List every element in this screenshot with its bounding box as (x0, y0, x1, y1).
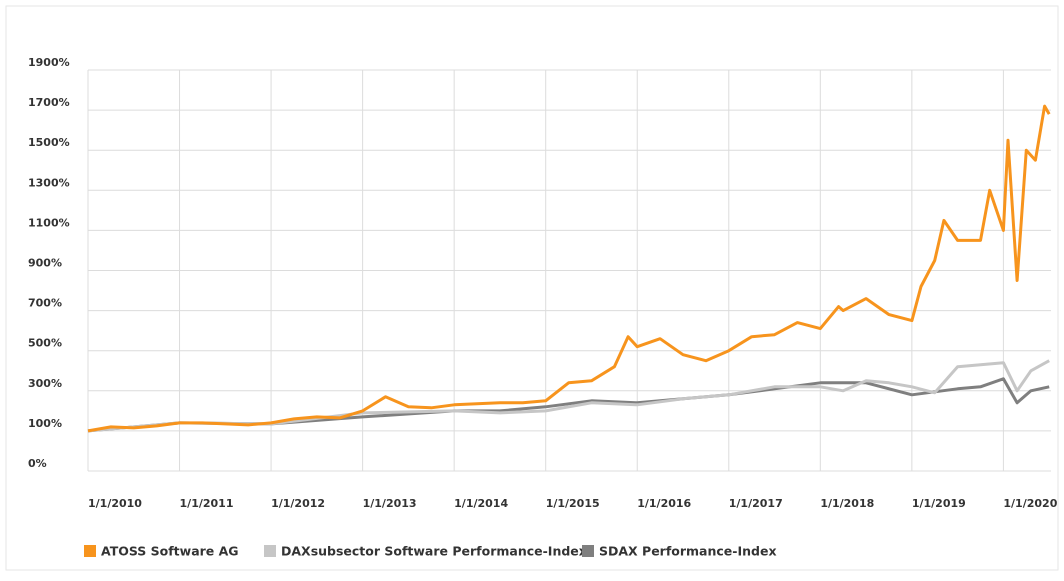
y-tick-label: 0% (28, 457, 47, 470)
x-tick-label: 1/1/2011 (180, 497, 234, 510)
x-tick-label: 1/1/2018 (820, 497, 874, 510)
x-tick-label: 1/1/2017 (729, 497, 783, 510)
series-line (87, 359, 1050, 433)
x-tick-label: 1/1/2013 (363, 497, 417, 510)
frame (5, 5, 1059, 571)
y-tick-label: 500% (28, 337, 62, 350)
legend-swatch (84, 545, 96, 557)
y-tick-label: 100% (28, 417, 62, 430)
y-tick-label: 1100% (28, 216, 70, 229)
y-tick-label: 1500% (28, 136, 70, 149)
x-tick-label: 1/1/2015 (546, 497, 600, 510)
x-tick-label: 1/1/2019 (912, 497, 966, 510)
y-tick-label: 700% (28, 297, 62, 310)
y-tick-label: 1900% (28, 56, 70, 69)
y-tick-label: 1700% (28, 96, 70, 109)
x-tick-label: 1/1/2020 (1003, 497, 1057, 510)
legend-label: DAXsubsector Software Performance-Index (281, 544, 587, 559)
x-tick-label: 1/1/2010 (88, 497, 142, 510)
legend-swatch (264, 545, 276, 557)
legend-swatch (582, 545, 594, 557)
y-tick-label: 900% (28, 257, 62, 270)
legend-label: SDAX Performance-Index (599, 544, 777, 559)
x-tick-label: 1/1/2014 (454, 497, 508, 510)
y-tick-label: 300% (28, 377, 62, 390)
y-tick-label: 1300% (28, 176, 70, 189)
series-line (87, 104, 1051, 433)
x-tick-label: 1/1/2012 (271, 497, 325, 510)
legend-label: ATOSS Software AG (101, 544, 239, 559)
x-tick-label: 1/1/2016 (637, 497, 691, 510)
